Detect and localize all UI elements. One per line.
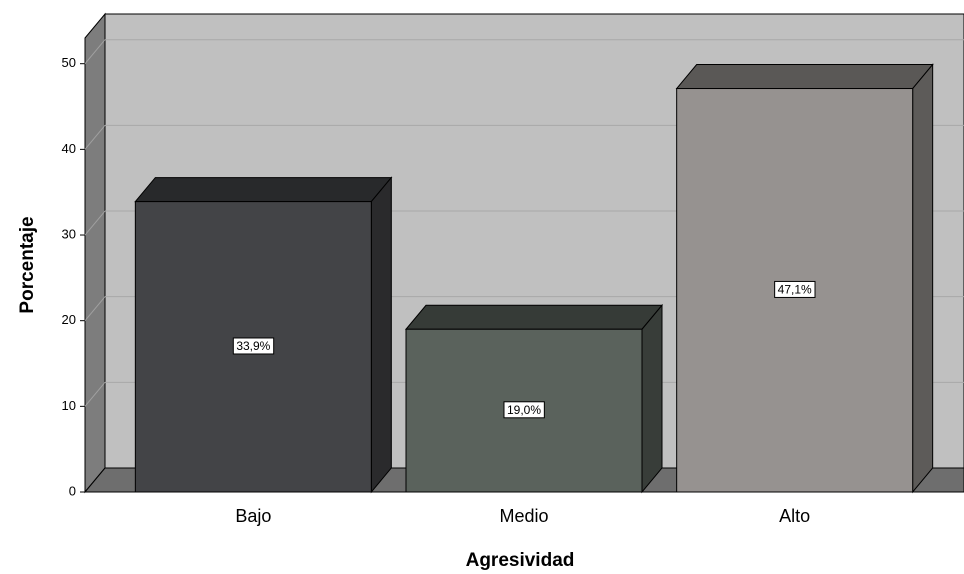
grid-line	[84, 382, 106, 407]
y-tick-label: 20	[62, 312, 76, 327]
data-label-box	[503, 401, 545, 419]
grid-line	[84, 296, 106, 321]
x-tick-label: Alto	[779, 506, 810, 526]
y-tick-label: 0	[69, 483, 76, 498]
bar-side	[641, 303, 663, 494]
grid-line	[84, 210, 106, 236]
bar-top	[675, 64, 934, 90]
data-label: 47,1%	[778, 282, 812, 296]
data-label-box	[774, 280, 816, 298]
x-tick-label: Bajo	[235, 506, 271, 526]
bar-top	[404, 304, 664, 330]
y-axis-title: Porcentaje	[17, 216, 38, 313]
y-tick-label: 10	[62, 398, 76, 413]
data-label: 33,9%	[236, 339, 270, 353]
x-axis-title: Agresividad	[466, 550, 575, 571]
y-tick-label: 40	[62, 141, 76, 156]
left-wall	[84, 12, 106, 494]
y-tick-label: 30	[62, 226, 76, 241]
data-label: 19,0%	[507, 403, 541, 417]
grid-line	[84, 39, 106, 65]
data-label-box	[232, 337, 275, 355]
grid-line	[84, 125, 106, 150]
y-tick-label: 50	[62, 55, 76, 70]
bar-side	[912, 63, 934, 494]
x-tick-label: Medio	[499, 506, 548, 526]
bar-top	[134, 177, 393, 203]
bar-side	[370, 176, 392, 494]
